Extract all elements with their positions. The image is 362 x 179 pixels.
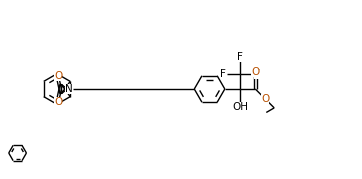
Text: N: N xyxy=(66,84,73,94)
Text: O: O xyxy=(261,94,269,104)
Text: OH: OH xyxy=(232,102,248,112)
Text: F: F xyxy=(237,52,243,62)
Text: O: O xyxy=(54,97,62,107)
Text: F: F xyxy=(220,69,226,79)
Text: F: F xyxy=(254,69,260,79)
Text: O: O xyxy=(251,67,260,77)
Text: O: O xyxy=(54,71,62,81)
